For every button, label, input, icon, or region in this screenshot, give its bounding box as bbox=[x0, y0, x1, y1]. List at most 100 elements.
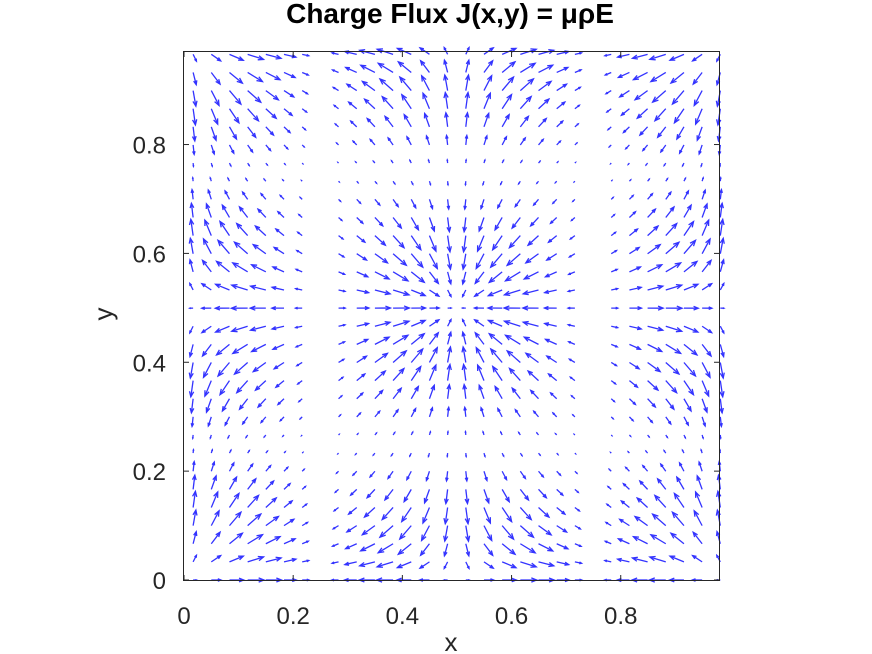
field-arrow bbox=[556, 488, 565, 497]
field-arrow bbox=[538, 470, 545, 479]
field-arrow bbox=[300, 179, 303, 182]
field-arrow bbox=[444, 111, 449, 127]
field-arrow bbox=[610, 416, 615, 421]
field-arrow bbox=[408, 452, 412, 458]
field-arrow bbox=[392, 235, 406, 249]
x-tick-label: 0.6 bbox=[495, 603, 528, 630]
field-arrow bbox=[526, 369, 539, 382]
field-arrow bbox=[630, 53, 648, 60]
field-arrow bbox=[574, 69, 583, 74]
field-arrow bbox=[283, 450, 287, 454]
field-arrow bbox=[483, 525, 493, 542]
field-arrow bbox=[446, 181, 449, 187]
field-arrow bbox=[719, 344, 725, 359]
field-arrow bbox=[270, 325, 285, 331]
field-arrow bbox=[210, 90, 220, 107]
field-arrow bbox=[205, 202, 212, 218]
field-arrow bbox=[556, 452, 560, 456]
field-arrow bbox=[572, 433, 576, 436]
field-arrow bbox=[491, 365, 503, 381]
field-arrow bbox=[665, 241, 681, 255]
field-arrow bbox=[628, 194, 635, 200]
field-arrow bbox=[538, 488, 548, 500]
field-arrow bbox=[188, 236, 194, 254]
field-arrow bbox=[230, 325, 248, 333]
field-arrow bbox=[701, 325, 714, 334]
field-arrow bbox=[641, 464, 649, 472]
field-arrow bbox=[419, 59, 430, 73]
field-arrow bbox=[535, 431, 540, 436]
field-arrow bbox=[629, 361, 641, 370]
field-arrow bbox=[567, 271, 576, 276]
field-arrow bbox=[522, 336, 539, 345]
field-arrow bbox=[213, 283, 230, 291]
field-arrow bbox=[383, 115, 394, 128]
field-arrow bbox=[519, 488, 530, 502]
field-arrow bbox=[392, 334, 410, 345]
field-arrow bbox=[538, 507, 551, 519]
field-arrow bbox=[349, 488, 358, 497]
field-arrow bbox=[574, 86, 582, 92]
field-arrow bbox=[338, 198, 342, 203]
field-arrow bbox=[676, 126, 685, 141]
field-arrow bbox=[719, 187, 723, 200]
field-arrow bbox=[446, 217, 452, 234]
field-arrow bbox=[483, 134, 488, 146]
field-arrow bbox=[283, 557, 298, 563]
field-arrow bbox=[281, 434, 285, 438]
field-arrow bbox=[461, 345, 467, 363]
field-arrow bbox=[464, 133, 469, 146]
field-arrow bbox=[283, 162, 287, 166]
field-arrow bbox=[300, 434, 303, 437]
field-arrow bbox=[610, 196, 615, 200]
field-arrow bbox=[464, 471, 469, 483]
field-arrow bbox=[376, 543, 394, 554]
field-arrow bbox=[356, 289, 371, 294]
field-arrow bbox=[351, 139, 358, 146]
field-arrow bbox=[374, 271, 391, 280]
field-arrow bbox=[283, 108, 294, 117]
field-arrow bbox=[683, 283, 700, 291]
field-arrow bbox=[719, 416, 723, 429]
field-arrow bbox=[283, 518, 296, 527]
field-arrow bbox=[369, 138, 376, 146]
field-arrow bbox=[476, 235, 485, 253]
field-arrow bbox=[188, 281, 194, 291]
field-arrow bbox=[622, 126, 630, 134]
field-arrow bbox=[606, 126, 612, 131]
field-arrow bbox=[265, 108, 278, 120]
field-arrow bbox=[338, 323, 347, 327]
field-arrow bbox=[301, 108, 309, 114]
field-arrow bbox=[345, 525, 358, 533]
field-arrow bbox=[629, 246, 641, 255]
field-arrow bbox=[374, 198, 381, 207]
field-arrow bbox=[192, 144, 196, 157]
field-arrow bbox=[446, 330, 452, 345]
field-arrow bbox=[270, 285, 285, 291]
field-arrow bbox=[519, 95, 533, 110]
field-arrow bbox=[574, 104, 581, 110]
field-arrow bbox=[665, 434, 669, 439]
field-arrow bbox=[191, 434, 194, 441]
field-arrow bbox=[543, 271, 557, 278]
field-arrow bbox=[538, 117, 548, 128]
field-arrow bbox=[551, 198, 558, 205]
field-arrow bbox=[230, 283, 248, 291]
field-arrow bbox=[276, 398, 285, 406]
field-arrow bbox=[251, 243, 267, 255]
arrow-field bbox=[187, 45, 726, 583]
field-arrow bbox=[720, 307, 726, 310]
field-arrow bbox=[335, 141, 340, 146]
field-arrow bbox=[641, 144, 649, 152]
field-arrow bbox=[483, 471, 488, 483]
field-arrow bbox=[647, 434, 651, 439]
field-arrow bbox=[301, 162, 305, 166]
field-arrow bbox=[356, 271, 370, 278]
field-arrow bbox=[344, 66, 357, 74]
field-arrow bbox=[392, 289, 411, 296]
field-arrow bbox=[295, 249, 303, 255]
field-arrow bbox=[631, 71, 648, 81]
field-arrow bbox=[566, 306, 575, 310]
y-tick-label: 0.6 bbox=[133, 241, 166, 268]
